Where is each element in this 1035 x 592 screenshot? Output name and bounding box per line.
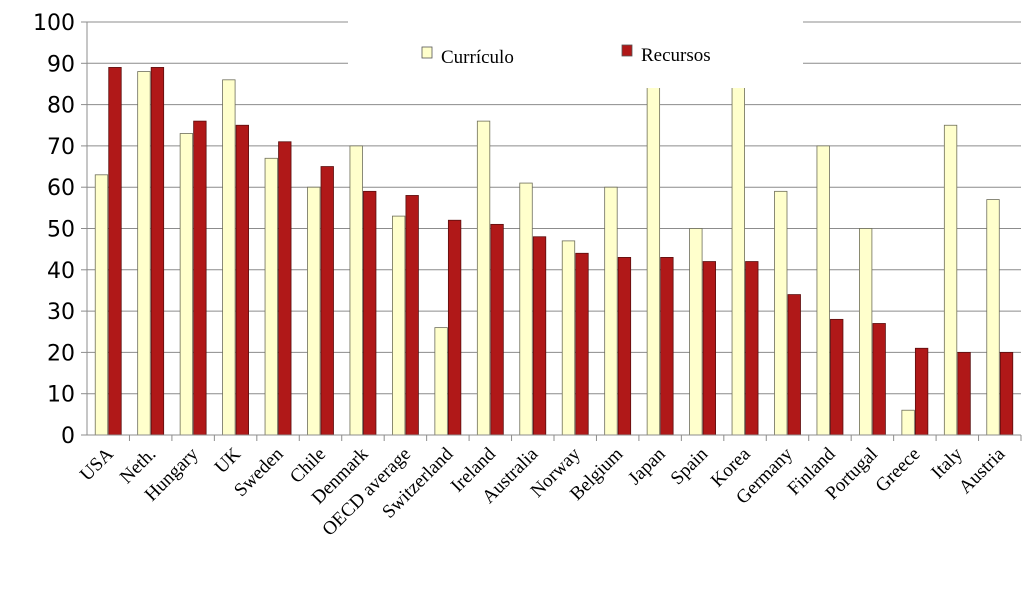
bar-curriculo-0 [94, 174, 109, 435]
bar-curriculo-3 [222, 79, 236, 435]
axes [81, 22, 1021, 436]
bar-recursos-1 [150, 67, 165, 435]
bar-group [94, 58, 1014, 435]
y-tick-label-50: 50 [47, 218, 75, 243]
bar-recursos-11 [575, 252, 589, 435]
y-tick-labels: 0 10 20 30 40 50 60 70 80 90 100 [33, 11, 75, 449]
y-tick-label-0: 0 [61, 424, 75, 449]
bar-recursos-15 [745, 261, 759, 435]
bar-curriculo-2 [179, 133, 194, 435]
y-tick-label-100: 100 [33, 11, 75, 36]
bar-curriculo-15 [731, 58, 745, 435]
bar-curriculo-21 [986, 199, 1000, 435]
bar-curriculo-7 [392, 215, 406, 435]
bar-recursos-10 [532, 236, 547, 435]
bar-recursos-4 [278, 141, 292, 435]
y-tick-label-30: 30 [47, 300, 75, 325]
bar-curriculo-6 [349, 145, 363, 435]
bar-curriculo-18 [859, 228, 873, 435]
bar-curriculo-20 [943, 124, 958, 435]
bar-curriculo-19 [901, 409, 915, 435]
bar-recursos-0 [108, 67, 122, 435]
x-tick-label-3: UK [211, 443, 245, 477]
legend-label-curriculo: Currículo [441, 47, 514, 68]
bar-recursos-17 [830, 318, 844, 435]
legend-swatch-curriculo [421, 46, 433, 59]
bar-recursos-13 [660, 257, 674, 435]
bar-recursos-12 [617, 257, 632, 435]
x-tick-label-19: Greece [872, 444, 925, 497]
x-tick-label-21: Austria [955, 443, 1010, 498]
y-tick-label-40: 40 [47, 259, 75, 284]
bar-curriculo-5 [307, 186, 321, 435]
bar-recursos-3 [235, 124, 249, 435]
bar-curriculo-16 [774, 190, 788, 435]
bar-recursos-14 [702, 261, 716, 435]
bar-recursos-6 [363, 190, 377, 435]
y-tick-label-70: 70 [47, 135, 75, 160]
bar-curriculo-11 [561, 240, 576, 435]
bar-recursos-21 [999, 351, 1014, 435]
bar-recursos-5 [320, 166, 334, 435]
legend: Currículo Recursos [348, 8, 803, 88]
bar-curriculo-10 [519, 182, 533, 435]
bars [94, 58, 1014, 435]
bar-curriculo-4 [264, 157, 278, 435]
y-tick-label-10: 10 [47, 383, 75, 408]
y-tick-label-20: 20 [47, 341, 75, 366]
bar-curriculo-1 [137, 71, 151, 435]
bar-curriculo-13 [646, 62, 661, 435]
bar-recursos-7 [405, 195, 419, 435]
bar-curriculo-12 [604, 186, 618, 435]
bar-curriculo-8 [434, 327, 448, 435]
bar-recursos-2 [193, 120, 207, 435]
legend-label-recursos: Recursos [641, 45, 711, 66]
x-tick-label-13: Japan [624, 443, 670, 489]
x-tick-label-14: Spain [667, 443, 713, 489]
bar-recursos-18 [872, 323, 886, 435]
bar-curriculo-17 [816, 145, 830, 435]
y-tick-label-80: 80 [47, 94, 75, 119]
bar-curriculo-9 [476, 120, 491, 435]
bar-recursos-16 [787, 294, 801, 435]
legend-box [348, 8, 803, 88]
bar-recursos-20 [957, 351, 971, 435]
x-tick-label-4: Sweden [230, 443, 288, 501]
bar-recursos-8 [447, 219, 462, 435]
bar-recursos-9 [490, 223, 504, 435]
y-tick-label-90: 90 [47, 52, 75, 77]
bar-curriculo-14 [689, 228, 703, 435]
y-tick-label-60: 60 [47, 176, 75, 201]
bar-recursos-19 [914, 347, 929, 435]
x-tick-label-0: USA [76, 443, 118, 485]
legend-swatch-recursos [621, 44, 633, 57]
